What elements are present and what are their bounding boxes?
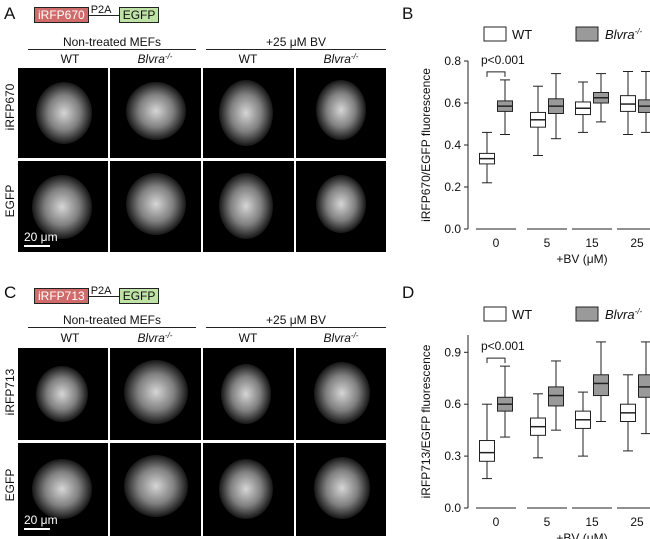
micrograph-fp-ko-bv — [296, 68, 386, 158]
row-label-egfp: EGFP — [3, 468, 17, 502]
y-tick-label: 0.9 — [444, 345, 461, 359]
y-tick-label: 0.8 — [444, 54, 461, 68]
y-tick-label: 0.6 — [444, 397, 461, 411]
significance-label: p<0.001 — [481, 339, 525, 353]
x-tick-label: 5 — [544, 236, 551, 250]
x-axis-label: +BV (μM) — [556, 531, 607, 539]
box-body — [638, 374, 650, 398]
significance-bracket — [486, 357, 506, 364]
column-label-ko-bv: Blvra-/- — [323, 331, 359, 345]
y-tick-label: 0.4 — [444, 138, 461, 152]
x-tick-label: 0 — [493, 236, 500, 250]
y-axis-label: iRFP713/EGFP fluorescence — [419, 344, 433, 498]
legend-label-ko: Blvra-/- — [605, 307, 643, 322]
construct-fp-box: iRFP670 — [34, 7, 89, 23]
micrograph-fp-wt — [18, 348, 108, 440]
panel-letter-c: C — [4, 283, 17, 302]
column-label-wt-bv: WT — [238, 52, 258, 66]
chart-b: WT Blvra-/- 0.0 0.2 0.4 0.6 0.8 iRFP670/EGFP fl… — [419, 26, 650, 266]
legend-swatch-wt — [483, 306, 507, 322]
box-body — [593, 374, 609, 397]
group-label-bv: +25 μM BV — [206, 313, 386, 328]
micrograph-egfp-wt — [18, 443, 108, 536]
scale-bar-a: 20 μm — [24, 230, 58, 247]
legend-swatch-ko — [575, 26, 599, 42]
micrograph-fp-ko-bv — [296, 348, 386, 440]
micrograph-egfp-wt-bv — [203, 443, 294, 536]
group-label-bv: +25 μM BV — [206, 35, 386, 50]
significance-label: p<0.001 — [481, 53, 525, 67]
row-label-egfp: EGFP — [3, 184, 17, 218]
y-tick-label: 0.3 — [444, 449, 461, 463]
panel-letter-a: A — [4, 4, 16, 23]
row-label-fp: iRFP670 — [3, 83, 17, 131]
micrograph-egfp-ko-bv — [296, 443, 386, 536]
x-axis-label: +BV (μM) — [556, 252, 607, 266]
micrograph-egfp-wt — [18, 161, 108, 252]
y-tick-label: 0.6 — [444, 96, 461, 110]
micrograph-fp-ko — [110, 348, 201, 440]
x-tick-label: 5 — [544, 515, 551, 529]
construct-linker: P2A — [88, 4, 119, 23]
construct-diagram-c: iRFP713 P2A EGFP — [34, 285, 160, 304]
y-tick-label: 0.0 — [444, 222, 461, 236]
x-tick-label: 15 — [585, 515, 599, 529]
micrograph-egfp-wt-bv — [203, 161, 294, 252]
micrograph-fp-wt-bv — [203, 348, 294, 440]
construct-fp-box: iRFP713 — [34, 288, 89, 304]
micrograph-fp-wt-bv — [203, 68, 294, 158]
y-axis-label: iRFP670/EGFP fluorescence — [419, 68, 433, 222]
box-body — [548, 386, 564, 407]
construct-diagram-a: iRFP670 P2A EGFP — [34, 4, 160, 23]
legend-swatch-wt — [483, 26, 507, 42]
panel-letter-b: B — [402, 4, 414, 23]
group-label-nontreated: Non-treated MEFs — [28, 35, 196, 50]
micrograph-fp-wt — [18, 68, 108, 158]
micrograph-egfp-ko — [110, 443, 201, 536]
legend-label-wt: WT — [512, 27, 532, 42]
column-label-wt: WT — [60, 52, 80, 66]
y-tick-label: 0.0 — [444, 501, 461, 515]
construct-linker: P2A — [88, 285, 119, 304]
significance-bracket — [486, 71, 506, 77]
row-label-fp: iRFP713 — [3, 368, 17, 416]
legend-label-wt: WT — [512, 307, 532, 322]
x-tick-label: 25 — [630, 236, 644, 250]
group-label-nontreated: Non-treated MEFs — [28, 313, 196, 328]
scale-bar-c: 20 μm — [24, 513, 58, 530]
micrograph-egfp-ko — [110, 161, 201, 252]
legend-label-ko: Blvra-/- — [605, 27, 643, 42]
column-label-ko-bv: Blvra-/- — [323, 52, 359, 66]
column-label-wt: WT — [60, 331, 80, 345]
y-tick-label: 0.2 — [444, 180, 461, 194]
micrograph-egfp-ko-bv — [296, 161, 386, 252]
x-tick-label: 25 — [630, 515, 644, 529]
construct-reporter-box: EGFP — [118, 7, 160, 23]
chart-d: WT Blvra-/- 0.0 0.3 0.6 0.9 iRFP713/EGFP fluor… — [419, 306, 650, 539]
micrograph-fp-ko — [110, 68, 201, 158]
column-label-ko: Blvra-/- — [137, 52, 173, 66]
box-body — [479, 440, 495, 462]
legend-swatch-ko — [575, 306, 599, 322]
column-label-ko: Blvra-/- — [137, 331, 173, 345]
column-label-wt-bv: WT — [238, 331, 258, 345]
x-tick-label: 15 — [585, 236, 599, 250]
panel-letter-d: D — [402, 283, 415, 302]
construct-reporter-box: EGFP — [118, 288, 160, 304]
x-tick-label: 0 — [493, 515, 500, 529]
